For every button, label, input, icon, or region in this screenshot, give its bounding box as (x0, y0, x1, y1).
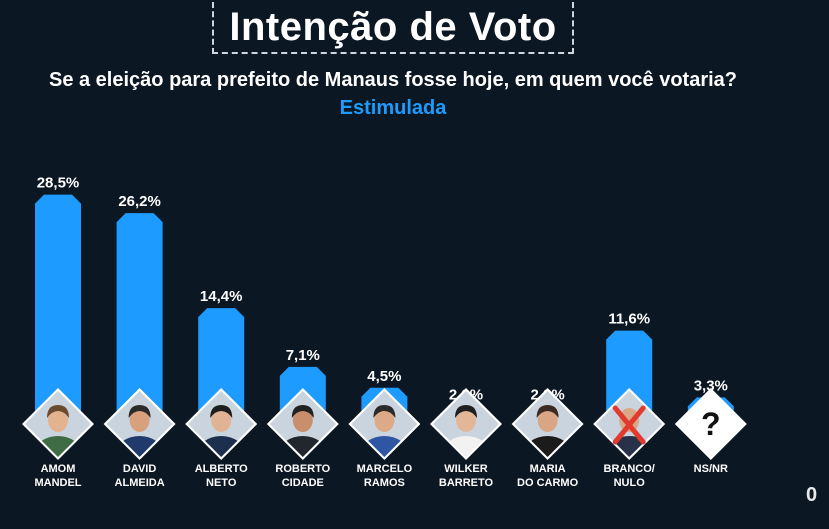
candidate-photo-icon (348, 388, 421, 460)
corner-logo-text: 0 (806, 484, 818, 506)
corner-logo: 0 (806, 484, 829, 514)
value-label: 3,3% (694, 377, 728, 394)
category-label: MANDEL (34, 477, 81, 489)
category-label: DAVID (123, 463, 156, 475)
bar-group-0: 28,5% AMOM MANDEL (22, 175, 94, 489)
candidate-photo-icon (511, 388, 584, 460)
bars-layer: 28,5% AMOM MANDEL 26,2% DAVID ALMEIDA 14,4% ALB… (22, 175, 747, 489)
page-title: Intenção de Voto (229, 4, 557, 49)
category-label: CIDADE (282, 477, 324, 489)
value-label: 26,2% (118, 193, 161, 210)
category-label: MARCELO (357, 463, 413, 475)
value-label: 14,4% (200, 288, 243, 305)
poll-type-label: Estimulada (339, 97, 447, 119)
candidate-photo-icon (266, 388, 339, 460)
category-label: ROBERTO (275, 463, 330, 475)
bar (35, 194, 81, 424)
category-label: NULO (614, 477, 646, 489)
category-label: ALMEIDA (115, 477, 165, 489)
question-mark-icon: ? (674, 388, 747, 460)
candidate-photo-icon (185, 388, 258, 460)
category-label: RAMOS (364, 477, 405, 489)
crossed-out-person-icon (593, 388, 666, 460)
bar-group-8: 3,3%? NS/NR (674, 377, 747, 475)
question-mark-glyph: ? (701, 406, 721, 442)
category-label: BRANCO/ (604, 463, 655, 475)
chart-subtitle: Se a eleição para prefeito de Manaus fos… (48, 69, 738, 91)
candidate-photo-icon (430, 388, 502, 460)
bar-group-3: 7,1% ROBERTO CIDADE (266, 347, 339, 489)
category-label: NETO (206, 477, 237, 489)
bar (198, 308, 245, 424)
value-label: 28,5% (37, 175, 80, 192)
bar-group-1: 26,2% DAVID ALMEIDA (103, 193, 176, 489)
bar-group-4: 4,5% MARCELO RAMOS (348, 368, 421, 489)
bar-group-2: 14,4% ALBERTO NETO (185, 288, 258, 489)
category-label: AMOM (41, 463, 76, 475)
category-label: MARIA (530, 463, 566, 475)
category-label: WILKER (444, 463, 487, 475)
value-label: 7,1% (286, 347, 320, 364)
candidate-photo-icon (103, 388, 176, 460)
category-label: NS/NR (694, 463, 728, 475)
category-label: ALBERTO (195, 463, 248, 475)
value-label: 4,5% (367, 368, 401, 385)
title-box: Intenção de Voto (212, 2, 574, 54)
candidate-photo-icon (22, 388, 94, 460)
category-label: DO CARMO (517, 477, 579, 489)
category-label: BARRETO (439, 477, 494, 489)
bar (116, 213, 163, 424)
value-label: 11,6% (608, 311, 650, 328)
bar-group-7: 11,6% BRANCO/NULO (593, 311, 666, 489)
